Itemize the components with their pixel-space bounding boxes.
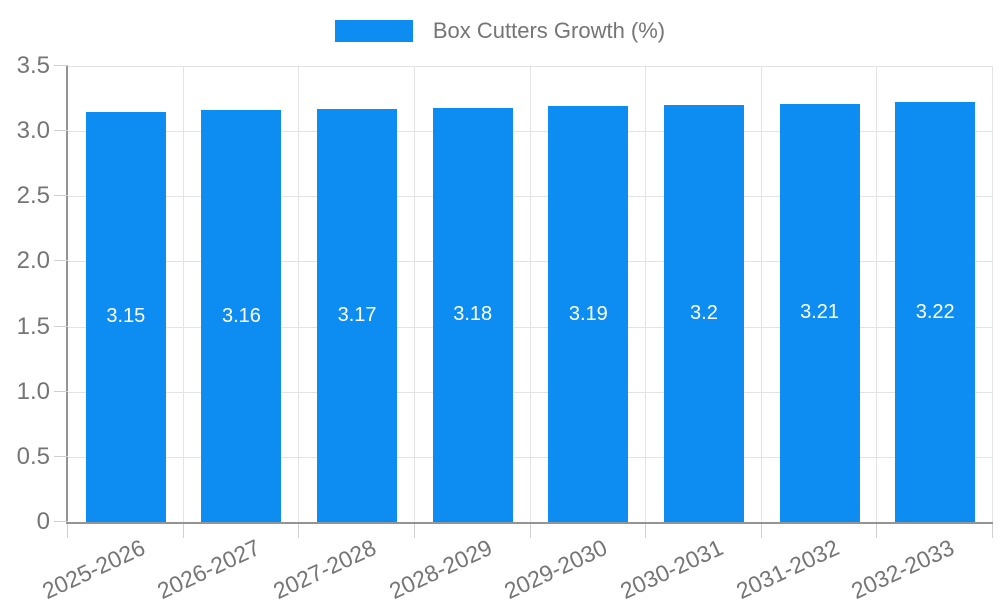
x-axis-tick xyxy=(182,524,184,538)
x-axis-tick xyxy=(67,524,68,538)
bar-2026-2027[interactable]: 3.16 xyxy=(201,110,282,522)
y-axis-tick xyxy=(54,195,68,197)
bar-2030-2031[interactable]: 3.2 xyxy=(663,105,744,522)
x-axis-category-label: 2030-2031 xyxy=(616,534,727,600)
y-axis-tick xyxy=(54,521,68,522)
y-axis-tick xyxy=(54,130,68,132)
x-axis-tick xyxy=(645,524,647,538)
bar-value-label: 3.17 xyxy=(337,304,377,326)
bar-2032-2033[interactable]: 3.22 xyxy=(895,102,976,522)
gridline-vertical xyxy=(876,66,878,522)
gridline-vertical xyxy=(182,66,184,522)
legend-label: Box Cutters Growth (%) xyxy=(432,18,666,43)
x-axis-tick xyxy=(760,524,762,538)
y-axis-tick-label: 2.0 xyxy=(16,247,50,275)
bar-2027-2028[interactable]: 3.17 xyxy=(317,109,398,522)
x-axis-tick xyxy=(529,524,531,538)
y-axis-tick xyxy=(54,325,68,327)
y-axis-tick-label: 1.5 xyxy=(16,312,50,340)
bar-value-label: 3.19 xyxy=(568,302,608,325)
bar-value-label: 3.18 xyxy=(453,303,493,326)
gridline-horizontal xyxy=(68,261,993,263)
bar-2029-2030[interactable]: 3.19 xyxy=(548,106,629,522)
x-axis-tick xyxy=(413,524,415,538)
gridline-horizontal xyxy=(68,391,993,393)
x-axis-line xyxy=(66,522,993,524)
gridline-horizontal xyxy=(68,66,993,67)
gridline-vertical xyxy=(760,66,762,522)
x-axis-category-label: 2025-2026 xyxy=(38,534,149,600)
y-axis-line xyxy=(66,66,68,524)
bar-value-label: 3.16 xyxy=(221,304,261,327)
gridline-horizontal xyxy=(68,326,993,328)
y-axis-tick-label: 0.5 xyxy=(16,442,50,470)
y-axis-tick xyxy=(54,455,68,457)
legend-swatch xyxy=(334,20,413,42)
bar-value-label: 3.21 xyxy=(800,301,840,324)
gridline-vertical xyxy=(413,66,415,522)
x-axis-category-label: 2031-2032 xyxy=(731,534,843,600)
x-axis-tick xyxy=(876,524,878,538)
gridline-vertical xyxy=(298,66,300,522)
bar-value-label: 3.2 xyxy=(690,302,718,325)
y-axis-tick-label: 1.0 xyxy=(16,377,50,405)
x-axis-category-label: 2028-2029 xyxy=(384,534,496,600)
y-axis-tick-label: 3.0 xyxy=(16,117,50,145)
x-axis-category-label: 2029-2030 xyxy=(500,534,612,600)
gridline-vertical xyxy=(529,66,531,522)
bar-2028-2029[interactable]: 3.18 xyxy=(432,107,513,522)
gridline-horizontal xyxy=(68,196,993,198)
x-axis-tick xyxy=(992,524,993,538)
bar-2025-2026[interactable]: 3.15 xyxy=(85,111,166,522)
gridline-horizontal xyxy=(68,456,993,458)
plot-area: 3.15 3.16 3.17 3.18 3.19 3.2 3.21 3.22 xyxy=(68,66,993,522)
gridline-vertical xyxy=(645,66,647,522)
gridline-horizontal xyxy=(68,131,993,133)
y-axis-tick xyxy=(54,65,68,66)
x-axis-category-label: 2032-2033 xyxy=(847,534,959,600)
y-axis-tick-label: 3.5 xyxy=(16,52,50,79)
y-axis-tick xyxy=(54,390,68,392)
y-axis-tick-label: 0 xyxy=(36,508,50,535)
x-axis-category-label: 2026-2027 xyxy=(153,534,265,600)
bar-value-label: 3.15 xyxy=(106,305,146,328)
y-axis-tick xyxy=(54,260,68,262)
x-axis-category-label: 2027-2028 xyxy=(269,534,381,600)
bar-2031-2032[interactable]: 3.21 xyxy=(779,103,860,522)
gridline-vertical xyxy=(992,66,993,522)
y-axis-tick-label: 2.5 xyxy=(16,182,50,210)
legend[interactable]: Box Cutters Growth (%) xyxy=(0,18,1000,44)
x-axis-tick xyxy=(298,524,300,538)
bar-value-label: 3.22 xyxy=(915,300,955,323)
